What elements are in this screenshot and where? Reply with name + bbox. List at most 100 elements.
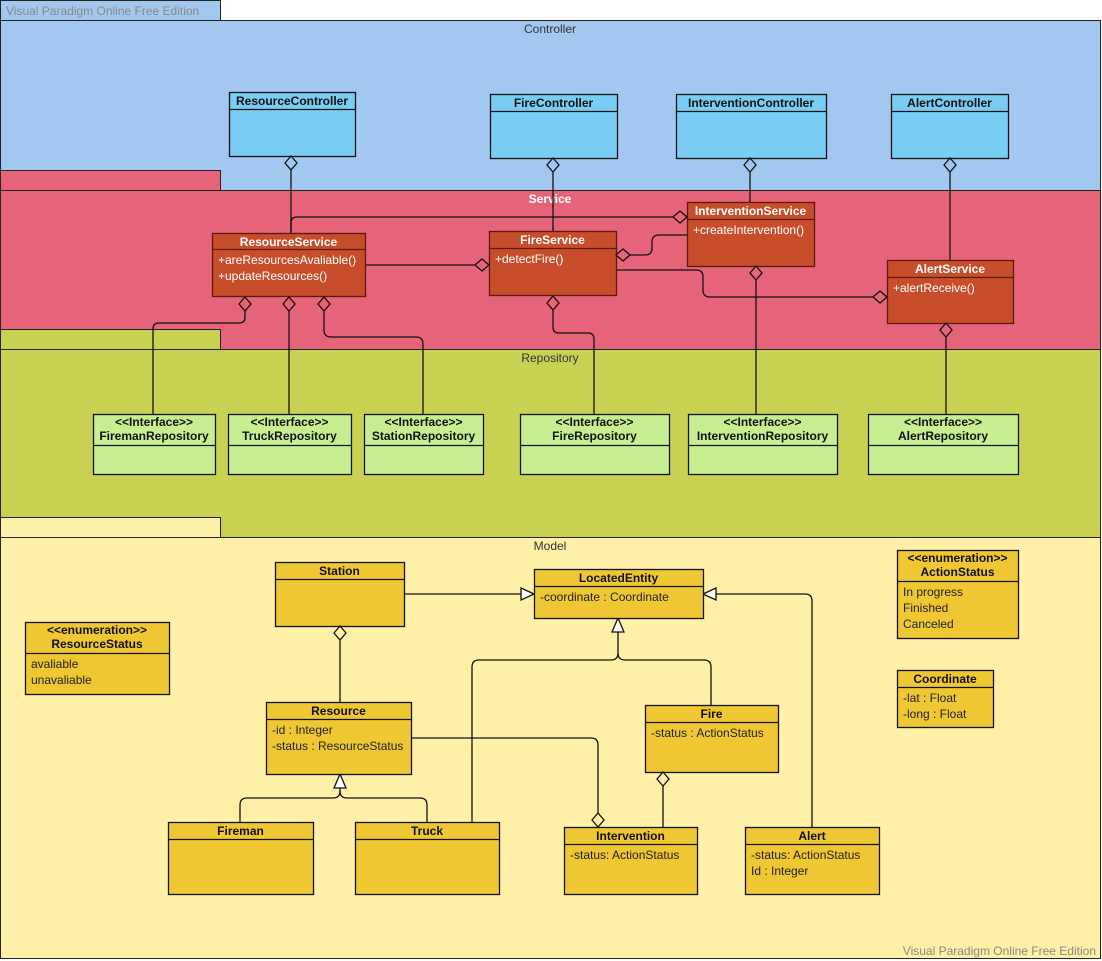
class-member: avaliable: [31, 657, 79, 671]
aggregation-interventionservice-fireservice: [630, 234, 687, 256]
class-truck-repository[interactable]: <<Interface>>TruckRepository: [227, 413, 353, 476]
generalization-arrow-icon: [333, 772, 347, 789]
class-stereotype: <<Interface>>: [555, 415, 633, 429]
aggregation-resourceservice-firemanrepository: [152, 311, 246, 414]
class-name: InterventionRepository: [697, 429, 829, 443]
class-member: -status: ActionStatus: [751, 848, 860, 862]
aggregation-fireservice-firerepository: [552, 310, 595, 414]
class-fireman[interactable]: Fireman: [167, 821, 315, 896]
class-stereotype: <<enumeration>>: [47, 623, 147, 637]
generalization-alert-locatedentity: [716, 593, 813, 827]
aggregation-diamond-icon: [546, 157, 560, 173]
aggregation-diamonds: [238, 155, 957, 828]
class-name: LocatedEntity: [579, 571, 659, 585]
class-member: +updateResources(): [218, 269, 327, 283]
package-label-controller: Controller: [524, 22, 576, 36]
aggregation-diamond-icon: [872, 290, 888, 304]
class-name: FireRepository: [552, 429, 637, 443]
generalization-fireman-resource: [239, 790, 341, 822]
aggregation-diamond-icon: [333, 625, 347, 641]
aggregation-diamond-icon: [282, 296, 296, 312]
class-name: FireService: [520, 233, 585, 247]
class-located-entity[interactable]: LocatedEntity -coordinate : Coordinate: [533, 568, 705, 620]
class-name: StationRepository: [372, 429, 476, 443]
class-truck[interactable]: Truck: [354, 821, 501, 896]
class-member: +alertReceive(): [893, 281, 975, 295]
aggregation-diamond-icon: [749, 265, 763, 281]
class-resource-status[interactable]: <<enumeration>>ResourceStatus avaliable un…: [24, 621, 171, 696]
class-fire-controller[interactable]: FireController: [489, 93, 619, 160]
class-resource[interactable]: Resource -id : Integer -status : ResourceS…: [265, 701, 413, 776]
class-station[interactable]: Station: [274, 561, 406, 628]
class-action-status[interactable]: <<enumeration>>ActionStatus In progress Fi…: [896, 549, 1020, 640]
class-name: ResourceStatus: [51, 637, 143, 651]
class-name: InterventionService: [695, 204, 807, 218]
class-name: ResourceController: [236, 94, 348, 108]
class-name: AlertService: [915, 262, 985, 276]
aggregation-diamond-icon: [939, 322, 953, 338]
class-resource-controller[interactable]: ResourceController: [228, 91, 357, 158]
class-coordinate[interactable]: Coordinate -lat : Float -long : Float: [896, 669, 995, 729]
aggregation-diamond-icon: [284, 155, 298, 171]
watermark-top: Visual Paradigm Online Free Edition: [6, 4, 199, 18]
class-fireman-repository[interactable]: <<Interface>>FiremanRepository: [92, 413, 217, 476]
class-name: Truck: [411, 824, 443, 838]
generalization-truck-resource: [339, 788, 428, 822]
generalization-arrow-icon: [701, 586, 717, 602]
class-stereotype: <<Interface>>: [384, 415, 462, 429]
class-stereotype: <<Interface>>: [723, 415, 801, 429]
class-alert-controller[interactable]: AlertController: [890, 93, 1010, 160]
class-fire-repository[interactable]: <<Interface>>FireRepository: [519, 413, 671, 476]
aggregation-diamond-icon: [238, 296, 252, 312]
class-resource-service[interactable]: ResourceService +areResourcesAvaliable() +…: [211, 232, 367, 298]
class-name: ResourceService: [240, 235, 338, 249]
class-name: AlertController: [907, 96, 992, 110]
class-name: AlertRepository: [898, 429, 988, 443]
class-name: FireController: [514, 96, 594, 110]
class-member: unavaliable: [31, 673, 92, 687]
class-name: Station: [319, 564, 360, 578]
class-name: Fireman: [217, 824, 264, 838]
class-alert-repository[interactable]: <<Interface>>AlertRepository: [867, 413, 1020, 476]
class-stereotype: <<Interface>>: [115, 415, 193, 429]
class-member: Finished: [903, 601, 948, 615]
class-intervention-controller[interactable]: InterventionController: [675, 93, 828, 160]
class-alert-service[interactable]: AlertService +alertReceive(): [886, 259, 1015, 325]
package-label-repository: Repository: [521, 351, 578, 365]
generalization-fire-locatedentity: [617, 652, 712, 705]
class-member: Canceled: [903, 617, 954, 631]
class-member: -lat : Float: [903, 691, 957, 705]
aggregation-diamond-icon: [615, 248, 631, 262]
class-member: +createIntervention(): [693, 223, 804, 237]
class-name: TruckRepository: [242, 429, 337, 443]
class-member: -long : Float: [903, 707, 967, 721]
aggregation-diamond-icon: [317, 296, 331, 312]
class-member: Id : Integer: [751, 864, 808, 878]
class-name: Alert: [798, 829, 825, 843]
generalization-truck-locatedentity: [471, 632, 619, 822]
class-stereotype: <<enumeration>>: [907, 551, 1007, 565]
association-resource-intervention: [411, 737, 599, 813]
class-member: +areResourcesAvaliable(): [218, 253, 356, 267]
class-alert[interactable]: Alert -status: ActionStatus Id : Integer: [744, 826, 881, 896]
generalization-arrow-icon: [520, 586, 536, 602]
class-member: -id : Integer: [272, 723, 333, 737]
aggregation-resourceservice-stationrepository: [323, 311, 424, 414]
connectors: [152, 170, 951, 827]
class-station-repository[interactable]: <<Interface>>StationRepository: [363, 413, 485, 476]
aggregation-diamond-icon: [672, 210, 688, 224]
aggregation-diamond-icon: [546, 295, 560, 311]
aggregation-diamond-icon: [656, 771, 670, 787]
class-member: -coordinate : Coordinate: [540, 590, 669, 604]
class-stereotype: <<Interface>>: [250, 415, 328, 429]
aggregation-diamond-icon: [591, 812, 605, 828]
class-fire[interactable]: Fire -status : ActionStatus: [644, 704, 780, 774]
class-name: InterventionController: [688, 96, 814, 110]
class-intervention-service[interactable]: InterventionService +createIntervention(): [686, 201, 816, 268]
class-intervention-repository[interactable]: <<Interface>>InterventionRepository: [687, 413, 839, 476]
class-name: Coordinate: [913, 672, 977, 686]
class-fire-service[interactable]: FireService +detectFire(): [488, 230, 618, 297]
class-intervention[interactable]: Intervention -status: ActionStatus: [563, 826, 699, 896]
class-name: FiremanRepository: [99, 429, 209, 443]
classes: ResourceController FireController Interven…: [24, 91, 1020, 896]
